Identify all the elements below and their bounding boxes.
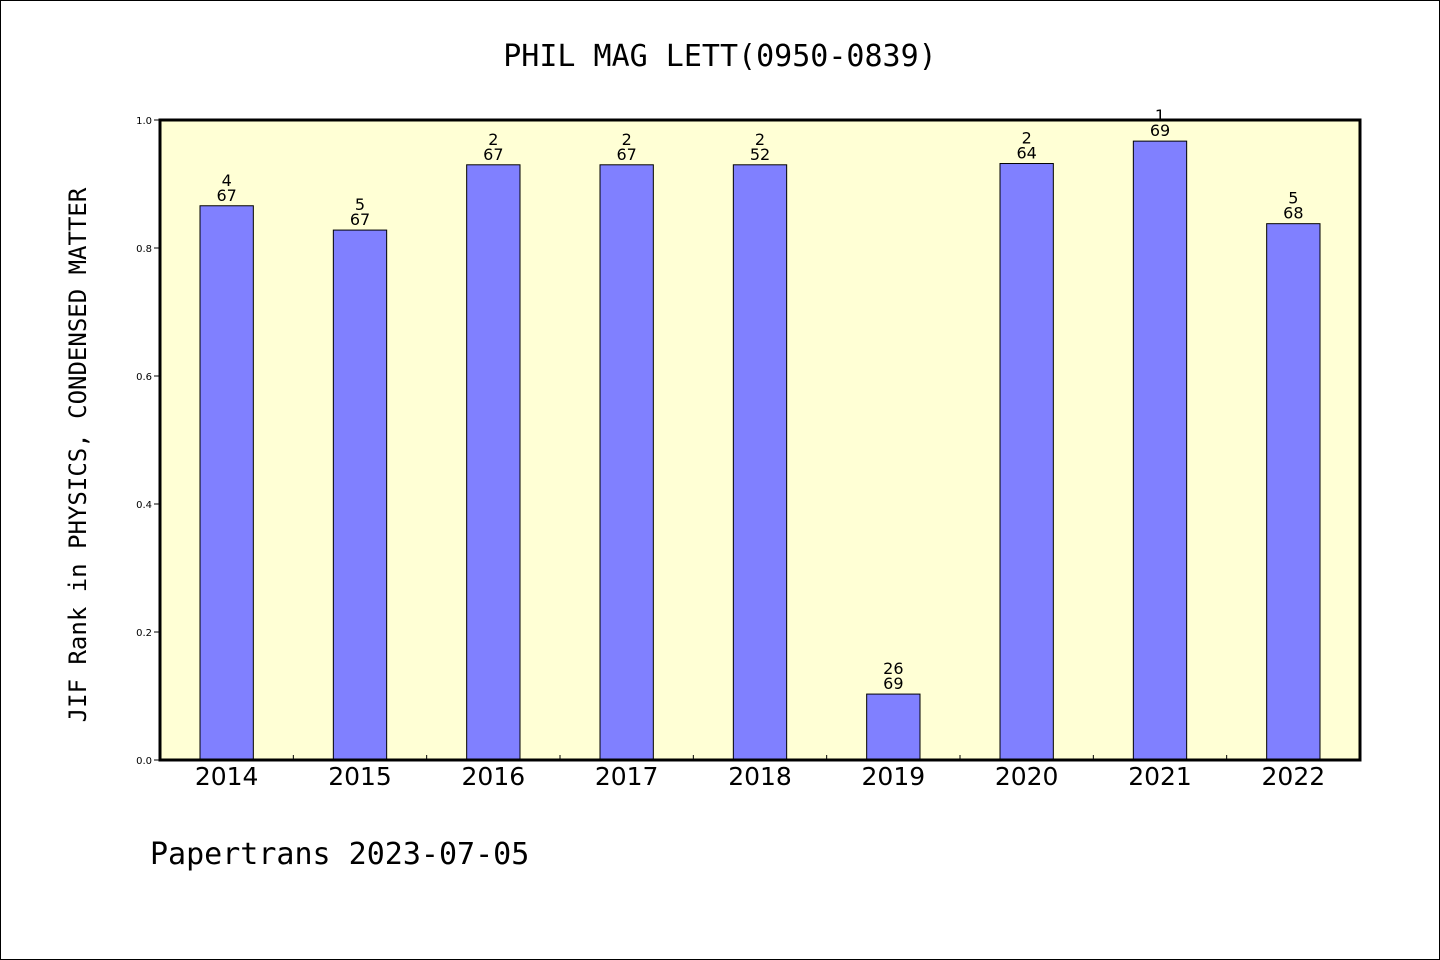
bar-rank-label-2014: 4	[222, 171, 232, 190]
bar-total-label-2021: 69	[1150, 121, 1170, 140]
bar-total-label-2017: 67	[616, 145, 636, 164]
bar-total-label-2014: 67	[216, 186, 236, 205]
bar-total-label-2022: 68	[1283, 204, 1303, 223]
x-tick-label-2018: 2018	[728, 762, 792, 791]
x-tick-label-2017: 2017	[595, 762, 659, 791]
bar-rank-label-2017: 2	[622, 130, 632, 149]
bar-total-label-2016: 67	[483, 145, 503, 164]
y-tick-label: 1.0	[136, 116, 152, 127]
bar-rank-label-2021: 1	[1155, 106, 1165, 125]
x-tick-label-2021: 2021	[1128, 762, 1192, 791]
bar-total-label-2019: 69	[883, 674, 903, 693]
bar-2020	[999, 163, 1054, 761]
x-tick-label-2022: 2022	[1262, 762, 1326, 791]
bar-rank-label-2015: 5	[355, 195, 365, 214]
bar-2015	[332, 229, 388, 761]
x-tick-label-2014: 2014	[195, 762, 259, 791]
bar-rank-label-2020: 2	[1022, 129, 1032, 148]
bar-2016	[466, 164, 521, 761]
x-tick-label-2019: 2019	[862, 762, 926, 791]
bar-rank-label-2018: 2	[755, 130, 765, 149]
bar-2019	[866, 693, 921, 761]
x-tick-label-2016: 2016	[462, 762, 526, 791]
bar-rank-label-2016: 2	[488, 130, 498, 149]
chart-title: PHIL MAG LETT(0950-0839)	[503, 39, 936, 74]
footer-text: Papertrans 2023-07-05	[150, 837, 529, 872]
bar-2017	[599, 164, 654, 761]
y-tick-label: 0.8	[136, 244, 152, 255]
bar-total-label-2018: 52	[750, 145, 770, 164]
x-tick-label-2015: 2015	[328, 762, 392, 791]
bar-2021	[1132, 140, 1188, 761]
y-tick-label: 0.0	[136, 756, 152, 767]
bar-rank-label-2022: 5	[1288, 189, 1298, 208]
bar-total-label-2015: 67	[350, 210, 370, 229]
plot-border	[158, 118, 1362, 762]
bar-2014	[199, 205, 254, 761]
y-axis-label: JIF Rank in PHYSICS, CONDENSED MATTER	[64, 187, 92, 722]
bar-rank-label-2019: 26	[883, 659, 903, 678]
x-tick-label-2020: 2020	[995, 762, 1059, 791]
bar-2018	[732, 164, 788, 761]
ticks-group: 2014 2015 2016 2017 2018 2019 2020 2021 2022 0.0 0…	[136, 116, 1325, 791]
y-tick-label: 0.2	[136, 628, 152, 639]
y-tick-label: 0.4	[136, 500, 152, 511]
y-tick-label: 0.6	[136, 372, 152, 383]
bar-total-label-2020: 64	[1016, 144, 1036, 163]
bar-2022	[1266, 223, 1321, 761]
